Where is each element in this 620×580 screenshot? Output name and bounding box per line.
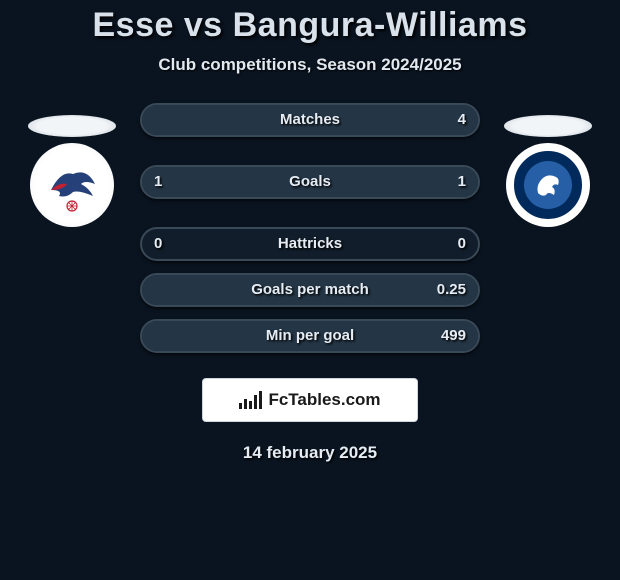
lion-icon xyxy=(530,167,566,203)
stat-row: 1 Goals 1 xyxy=(0,149,620,227)
stat-pill-matches: Matches 4 xyxy=(140,103,480,137)
stat-left-value: 1 xyxy=(154,173,162,190)
stat-label: Matches xyxy=(280,111,340,128)
comparison-card: Esse vs Bangura-Williams Club competitio… xyxy=(0,0,620,463)
page-title: Esse vs Bangura-Williams xyxy=(0,6,620,45)
footer-date: 14 february 2025 xyxy=(0,443,620,463)
stat-right-value: 0.25 xyxy=(437,281,466,298)
page-subtitle: Club competitions, Season 2024/2025 xyxy=(0,55,620,75)
stat-pill-mpg: Min per goal 499 xyxy=(140,319,480,353)
stat-label: Hattricks xyxy=(278,235,342,252)
stat-label: Goals xyxy=(289,173,331,190)
eagle-icon xyxy=(37,150,107,220)
stat-left-value: 0 xyxy=(154,235,162,252)
stat-right-value: 1 xyxy=(458,173,466,190)
stat-right-value: 499 xyxy=(441,327,466,344)
stat-pill-goals: 1 Goals 1 xyxy=(140,165,480,199)
left-team-crest xyxy=(22,149,122,227)
stat-right-value: 0 xyxy=(458,235,466,252)
stat-row: Min per goal 499 xyxy=(0,319,620,365)
right-player-silhouette xyxy=(498,115,598,137)
fctables-badge: FcTables.com xyxy=(203,379,417,421)
stat-label: Min per goal xyxy=(266,327,354,344)
right-team-crest xyxy=(498,149,598,227)
stat-row: 0 Hattricks 0 xyxy=(0,227,620,273)
fctables-label: FcTables.com xyxy=(268,390,380,410)
left-player-silhouette xyxy=(22,115,122,137)
stat-row: Goals per match 0.25 xyxy=(0,273,620,319)
stat-pill-hattricks: 0 Hattricks 0 xyxy=(140,227,480,261)
stat-pill-gpm: Goals per match 0.25 xyxy=(140,273,480,307)
stat-row: Matches 4 xyxy=(0,103,620,149)
stat-right-value: 4 xyxy=(458,111,466,128)
stat-label: Goals per match xyxy=(251,281,369,298)
chart-icon xyxy=(239,391,262,409)
